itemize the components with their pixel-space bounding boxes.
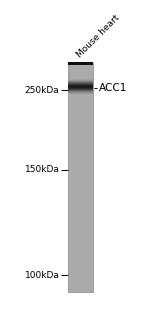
Text: 250kDa: 250kDa bbox=[25, 86, 59, 95]
Text: Mouse heart: Mouse heart bbox=[75, 13, 121, 59]
Bar bbox=[68, 62, 93, 64]
Text: 100kDa: 100kDa bbox=[25, 271, 59, 280]
Bar bbox=[68, 63, 93, 292]
Text: 150kDa: 150kDa bbox=[25, 165, 59, 174]
Text: ACC1: ACC1 bbox=[99, 82, 127, 93]
